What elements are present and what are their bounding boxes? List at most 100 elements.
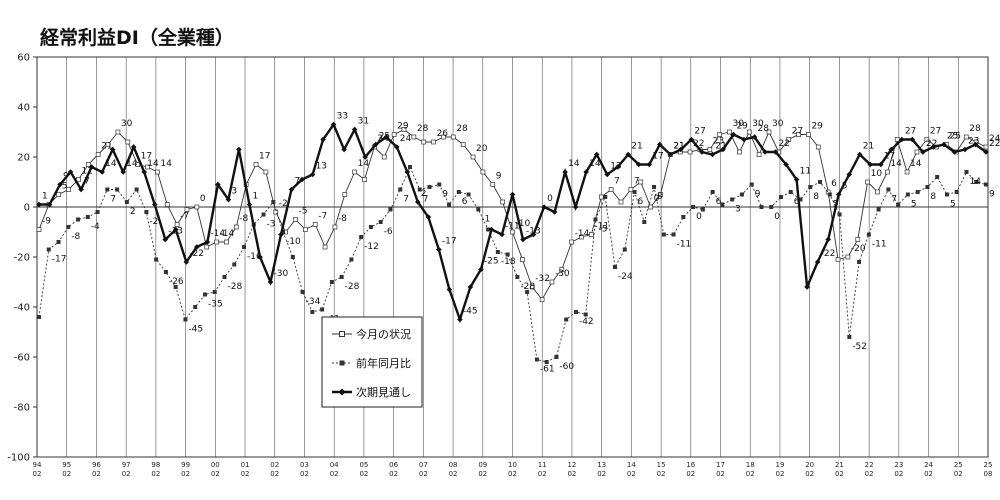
data-label: 11 bbox=[800, 167, 811, 177]
data-label: 5 bbox=[833, 200, 839, 210]
data-label: 0 bbox=[696, 212, 702, 222]
data-point-filled-square bbox=[281, 230, 286, 234]
x-tick-label-year: 20 bbox=[805, 461, 814, 469]
data-point-open-square bbox=[450, 134, 456, 140]
data-point-filled-square bbox=[124, 200, 129, 204]
data-point-open-square bbox=[983, 144, 989, 150]
data-label: 17 bbox=[652, 152, 663, 162]
data-label: -9 bbox=[42, 217, 51, 227]
data-label: 0 bbox=[547, 194, 553, 204]
data-label: 30 bbox=[752, 119, 764, 129]
data-point-open-square bbox=[875, 189, 880, 195]
data-label: 33 bbox=[337, 112, 348, 122]
data-point-filled-square bbox=[759, 205, 764, 209]
y-tick-label: -100 bbox=[7, 453, 30, 464]
data-point-diamond bbox=[625, 151, 632, 158]
data-label: 22 bbox=[779, 139, 790, 149]
x-tick-label-month: 02 bbox=[241, 470, 250, 478]
data-point-diamond bbox=[972, 141, 979, 148]
data-point-diamond bbox=[983, 149, 989, 155]
x-tick-label-year: 10 bbox=[508, 461, 517, 469]
data-point-filled-square bbox=[661, 232, 666, 237]
x-tick-label-year: 18 bbox=[746, 461, 755, 469]
data-point-diamond bbox=[867, 161, 874, 168]
data-point-filled-square bbox=[827, 192, 832, 197]
x-tick-label-year: 19 bbox=[776, 461, 785, 469]
data-point-diamond bbox=[614, 164, 621, 170]
data-point-open-square bbox=[401, 127, 407, 132]
data-point-filled-square bbox=[271, 200, 276, 204]
data-point-open-square bbox=[786, 137, 792, 142]
x-tick-label-year: 15 bbox=[657, 461, 666, 469]
data-point-diamond bbox=[604, 171, 610, 178]
data-point-open-square bbox=[421, 139, 427, 145]
data-point-open-square bbox=[815, 144, 821, 150]
x-tick-label-year: 05 bbox=[359, 461, 368, 469]
legend-marker-filled-square bbox=[339, 360, 345, 366]
data-label: -8 bbox=[338, 214, 347, 224]
data-point-diamond bbox=[109, 146, 116, 153]
data-point-filled-square bbox=[925, 185, 930, 189]
data-point-open-square bbox=[155, 169, 160, 175]
data-point-diamond bbox=[393, 144, 400, 150]
data-point-filled-square bbox=[173, 285, 178, 289]
x-tick-label-month: 08 bbox=[984, 470, 993, 478]
x-tick-label-month: 02 bbox=[33, 470, 42, 478]
data-point-open-square bbox=[362, 177, 367, 182]
data-point-filled-square bbox=[876, 207, 881, 212]
data-point-filled-square bbox=[85, 215, 90, 219]
data-label: -32 bbox=[535, 274, 550, 284]
data-point-open-square bbox=[204, 244, 210, 250]
data-label: 3 bbox=[735, 205, 741, 215]
data-label: 7 bbox=[423, 195, 429, 205]
data-point-filled-square bbox=[613, 265, 618, 269]
data-point-diamond bbox=[383, 134, 390, 140]
x-tick-label-year: 13 bbox=[597, 461, 606, 469]
data-point-open-square bbox=[391, 132, 397, 137]
data-point-open-square bbox=[687, 149, 693, 155]
data-label: 14 bbox=[910, 159, 922, 169]
data-point-open-square bbox=[164, 202, 170, 207]
data-point-open-square bbox=[302, 227, 308, 232]
data-label: -6 bbox=[384, 227, 393, 237]
data-point-open-square bbox=[85, 162, 91, 167]
data-point-filled-square bbox=[886, 187, 891, 192]
data-label: -7 bbox=[180, 212, 189, 222]
data-label: 23 bbox=[968, 137, 979, 147]
series-line bbox=[38, 165, 987, 363]
x-tick-label-month: 02 bbox=[776, 470, 785, 478]
data-point-filled-square bbox=[300, 290, 305, 294]
data-point-filled-square bbox=[730, 197, 735, 202]
data-point-filled-square bbox=[818, 180, 823, 184]
data-point-open-square bbox=[470, 154, 476, 160]
data-label: 7 bbox=[295, 177, 301, 187]
data-label: 5 bbox=[62, 182, 68, 192]
data-label: -11 bbox=[505, 222, 520, 232]
x-tick-label-month: 02 bbox=[122, 470, 131, 478]
data-point-open-square bbox=[924, 137, 930, 142]
data-point-diamond bbox=[288, 186, 295, 193]
data-label: -10 bbox=[286, 237, 301, 247]
data-label: -42 bbox=[579, 317, 594, 327]
data-label: -7 bbox=[318, 212, 327, 222]
data-point-filled-square bbox=[202, 292, 207, 297]
data-label: 29 bbox=[397, 122, 409, 132]
data-point-diamond bbox=[762, 149, 768, 155]
y-tick-label: 60 bbox=[17, 53, 30, 64]
data-point-filled-square bbox=[232, 262, 237, 267]
data-label: 14 bbox=[969, 177, 981, 187]
data-point-filled-square bbox=[212, 290, 217, 294]
data-label: 17 bbox=[141, 152, 152, 162]
data-label: 9 bbox=[989, 190, 995, 200]
data-label: 29 bbox=[736, 122, 748, 132]
data-label: -45 bbox=[463, 307, 478, 317]
data-point-filled-square bbox=[242, 245, 247, 249]
data-point-filled-square bbox=[544, 360, 549, 364]
data-point-filled-square bbox=[847, 335, 852, 339]
x-tick-label-month: 02 bbox=[300, 470, 309, 478]
data-point-filled-square bbox=[944, 192, 949, 197]
x-tick-label-year: 97 bbox=[122, 461, 131, 469]
data-label: 28 bbox=[758, 124, 770, 134]
data-point-filled-square bbox=[261, 212, 266, 217]
data-label: 20 bbox=[476, 144, 488, 154]
